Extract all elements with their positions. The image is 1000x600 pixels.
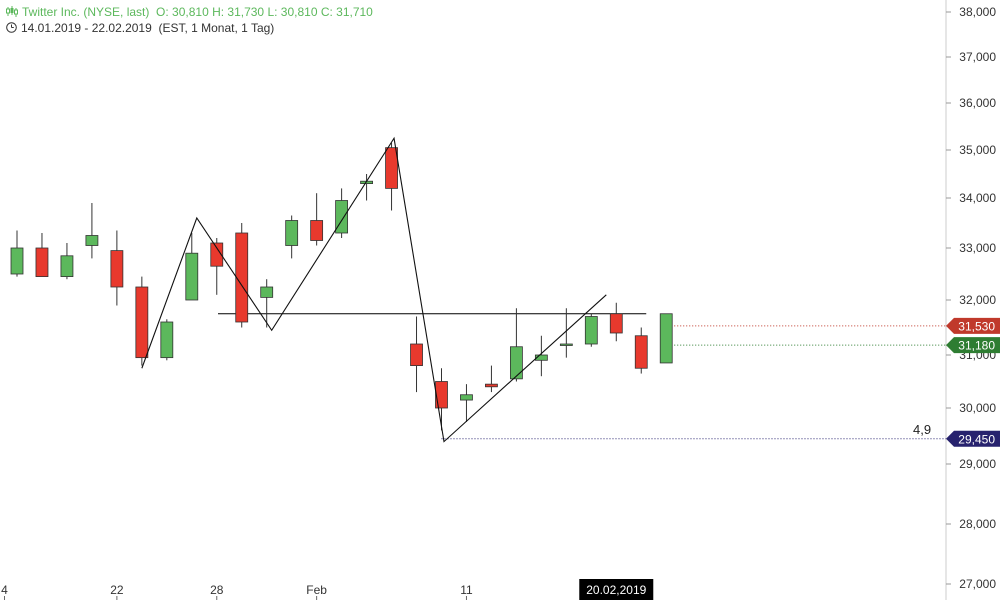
- y-tick-label: 34,000: [959, 191, 996, 205]
- y-tick-label: 38,000: [959, 5, 996, 19]
- y-tick-label: 27,000: [959, 577, 996, 591]
- candle-body: [460, 394, 473, 401]
- x-tick-label: 22: [110, 583, 124, 597]
- zigzag-line: [141, 136, 607, 443]
- candle-body: [584, 316, 598, 345]
- candle-body: [60, 255, 74, 278]
- chart-header-title: Twitter Inc. (NYSE, last) O: 30,810 H: 3…: [6, 5, 373, 19]
- y-tick-label: 36,000: [959, 96, 996, 110]
- candle-body: [310, 220, 324, 241]
- x-tick-label: 11: [460, 583, 473, 597]
- candle-body: [135, 286, 149, 359]
- instrument-name: Twitter Inc. (NYSE, last): [22, 5, 150, 19]
- price-tag-label: 31,180: [958, 339, 995, 353]
- date-highlight-label: 20.02,2019: [586, 583, 646, 597]
- ohlc-values: O: 30,810 H: 31,730 L: 30,810 C: 31,710: [156, 5, 373, 19]
- y-tick-label: 30,000: [959, 401, 996, 415]
- candle-body: [185, 252, 199, 301]
- candle-body: [210, 242, 224, 267]
- y-tick-label: 35,000: [959, 143, 996, 157]
- annotation-label: 4,9: [913, 422, 931, 437]
- candle-body: [385, 147, 398, 189]
- clock-icon: [6, 22, 17, 33]
- candle-body: [10, 247, 24, 275]
- candle-body: [485, 383, 498, 388]
- candle-body: [285, 220, 299, 246]
- y-tick-label: 28,000: [959, 517, 996, 531]
- candle-body: [260, 286, 274, 298]
- candle-body: [85, 235, 99, 246]
- candle-body: [110, 250, 124, 288]
- x-tick-label: Feb: [306, 583, 327, 597]
- chart-type-icon: [6, 6, 18, 17]
- candle-body: [634, 335, 648, 369]
- chart-header-range: 14.01.2019 - 22.02.2019 (EST, 1 Monat, 1…: [6, 21, 274, 35]
- y-tick-label: 29,000: [959, 457, 996, 471]
- x-tick-label: 28: [210, 583, 224, 597]
- price-tag-label: 31,530: [958, 319, 995, 333]
- candle-body: [659, 313, 673, 364]
- candle-body: [559, 343, 573, 346]
- date-highlight-tag: [579, 579, 654, 600]
- candle-body: [410, 343, 423, 367]
- candle-body: [35, 247, 49, 278]
- price-tag: [946, 337, 1000, 354]
- candle-body: [609, 313, 623, 334]
- candle-body: [235, 232, 249, 323]
- price-tag-label: 29,450: [958, 432, 995, 446]
- date-range: 14.01.2019 - 22.02.2019: [21, 21, 152, 35]
- price-tag: [946, 430, 1000, 447]
- candle-body: [160, 321, 174, 359]
- y-tick-label: 33,000: [959, 241, 996, 255]
- y-tick-label: 37,000: [959, 50, 996, 64]
- y-tick-label: 32,000: [959, 293, 996, 307]
- candle-body: [435, 381, 448, 409]
- chart-settings: (EST, 1 Monat, 1 Tag): [158, 21, 275, 35]
- x-tick-label: 4: [1, 583, 8, 597]
- price-tag: [946, 317, 1000, 334]
- candle-body: [534, 354, 548, 361]
- candle-body: [509, 346, 523, 380]
